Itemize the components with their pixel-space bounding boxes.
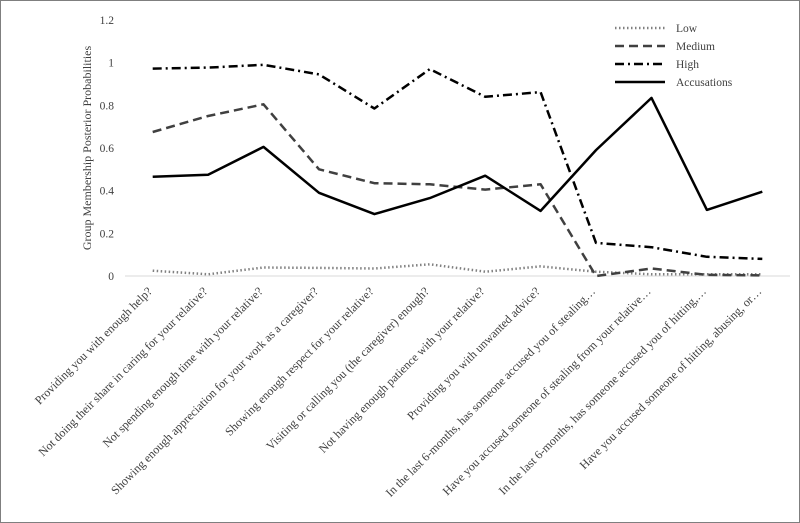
x-tick-label: In the last 6-months, has someone accuse… [496, 284, 709, 497]
x-tick-label: Have you accused someone of stealing fro… [440, 284, 654, 498]
x-tick-label: In the last 6-months, has someone accuse… [383, 284, 598, 499]
x-tick-label: Showing enough appreciation for your wor… [108, 284, 321, 497]
series-line-low [152, 263, 763, 276]
y-axis-label: Group Membership Posterior Probabilities [80, 46, 94, 251]
series-lines [152, 63, 763, 278]
legend-label-accusations: Accusations [676, 77, 733, 89]
y-tick-label: 0.8 [100, 100, 115, 112]
y-tick-label: 0.4 [100, 186, 115, 198]
y-tick-label: 1 [108, 58, 114, 70]
legend-label-low: Low [676, 23, 698, 35]
y-axis: 0 0.2 0.4 0.6 0.8 1 1.2 [100, 15, 115, 283]
legend-label-high: High [676, 59, 699, 71]
series-line-accusations [152, 96, 763, 216]
legend: Low Medium High Accusations [615, 23, 733, 89]
x-axis: Providing you with enough help?Not doing… [32, 275, 790, 500]
y-tick-label: 0.6 [100, 143, 115, 155]
y-tick-label: 0.2 [100, 228, 115, 240]
x-tick-label: Providing you with enough help? [32, 284, 155, 407]
y-tick-label: 0 [108, 271, 114, 283]
series-line-high [152, 63, 763, 261]
y-tick-label: 1.2 [100, 15, 115, 27]
legend-label-medium: Medium [676, 41, 715, 53]
